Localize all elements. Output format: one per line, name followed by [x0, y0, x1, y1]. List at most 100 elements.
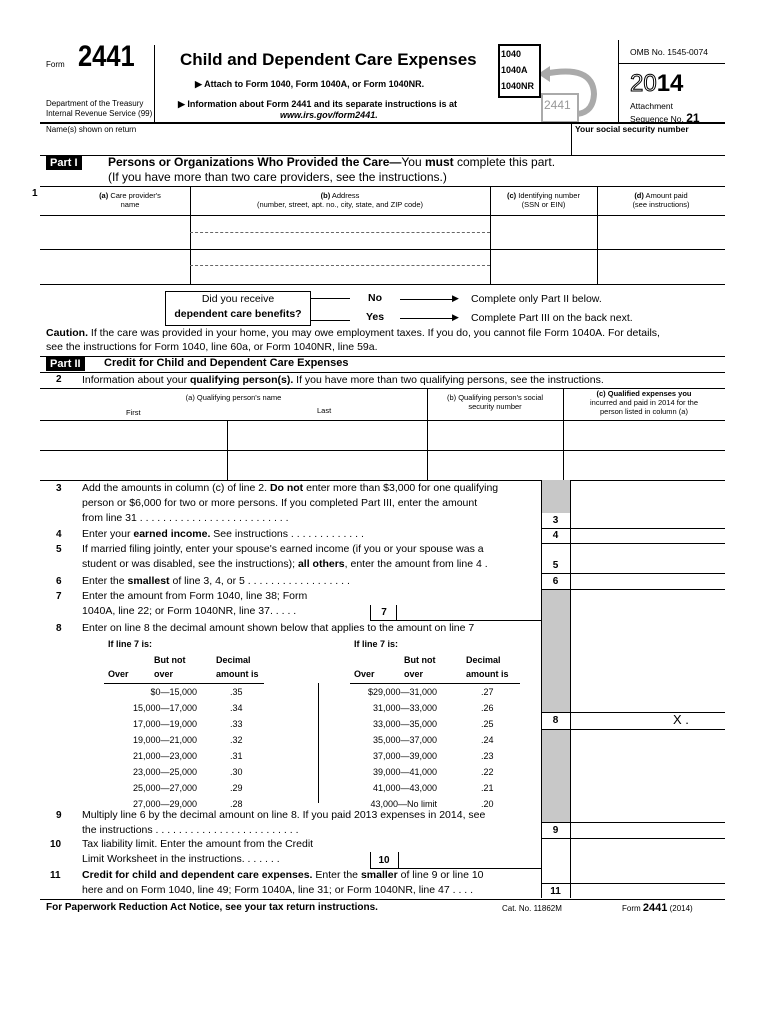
line-3-input[interactable]	[571, 514, 724, 527]
dept-label: Department of the Treasury	[46, 99, 144, 108]
col-b-header: (b) Address (number, street, apt. no., ci…	[256, 191, 424, 209]
line-10-number: 10	[50, 839, 62, 850]
line-4-number: 4	[56, 529, 62, 540]
attach-forms-icon: 1040 1040A 1040NR 2441	[498, 44, 606, 122]
box-10-label: 10	[378, 855, 390, 866]
provider-2-name-input[interactable]	[41, 250, 189, 283]
income-range: 15,000—17,000	[132, 703, 197, 713]
line-1-number: 1	[32, 188, 38, 199]
decimal-amount: .24	[481, 735, 494, 745]
decimal-amount: .22	[481, 767, 494, 777]
decimal-amount: .23	[481, 751, 494, 761]
line-6-text: Enter the smallest of line 3, 4, or 5 . …	[82, 575, 350, 587]
col-c-header: (c) Identifying number (SSN or EIN)	[507, 191, 580, 209]
icon-form-1040: 1040	[501, 49, 522, 59]
line-3-number: 3	[56, 483, 62, 494]
attach-note: ▶ Attach to Form 1040, Form 1040A, or Fo…	[195, 79, 425, 89]
person-1-first-input[interactable]	[41, 421, 226, 449]
form-number: 2441	[78, 40, 135, 73]
line-6-input[interactable]	[571, 574, 724, 588]
irs-url[interactable]: www.irs.gov/form2441.	[280, 110, 378, 120]
part1-title: Persons or Organizations Who Provided th…	[108, 155, 556, 169]
icon-form-1040nr: 1040NR	[501, 81, 535, 91]
part2-title: Credit for Child and Dependent Care Expe…	[104, 357, 349, 369]
arrow-icon: ▶	[452, 293, 459, 303]
line-9-text: Multiply line 6 by the decimal amount on…	[82, 809, 486, 836]
income-range: 43,000—No limit	[370, 799, 437, 809]
decimal-amount: .21	[481, 783, 494, 793]
line-5-number: 5	[56, 544, 62, 555]
part1-subtitle: (If you have more than two care provider…	[108, 170, 447, 184]
decimal-amount: .27	[481, 687, 494, 697]
box-3-label: 3	[552, 515, 559, 526]
line-3-text: Add the amounts in column (c) of line 2.…	[82, 482, 499, 524]
omb-number: OMB No. 1545-0074	[630, 47, 708, 57]
box-6-label: 6	[552, 576, 559, 587]
yes-option: Yes	[366, 311, 385, 323]
line-9-number: 9	[56, 810, 62, 821]
last-name-header: Last	[317, 406, 332, 415]
income-range: 35,000—37,000	[372, 735, 437, 745]
line-6-number: 6	[56, 576, 62, 587]
box-5-label: 5	[552, 560, 559, 571]
col-a-header: (a) Qualifying person's name	[185, 393, 282, 402]
income-range: 25,000—27,000	[132, 783, 197, 793]
income-range: 27,000—29,000	[132, 799, 197, 809]
ssn-input[interactable]	[575, 134, 723, 154]
line-7-text: Enter the amount from Form 1040, line 38…	[82, 590, 308, 617]
decimal-amount: .29	[230, 783, 243, 793]
part1-tag: Part I	[46, 156, 82, 170]
decimal-amount: .31	[230, 751, 243, 761]
line-8-input[interactable]: X .	[673, 712, 689, 727]
sequence-label: Sequence No. 21	[630, 111, 700, 125]
income-range: 33,000—35,000	[372, 719, 437, 729]
line-5-input[interactable]	[571, 559, 724, 572]
decimal-amount: .32	[230, 735, 243, 745]
col-a-header: (a) Care provider's name	[99, 191, 161, 209]
tax-year: 2014	[630, 70, 684, 98]
line-10-input[interactable]	[399, 853, 540, 867]
line-2-text: Information about your qualifying person…	[82, 374, 604, 386]
decimal-amount: .35	[230, 687, 243, 697]
line-5-text: If married filing jointly, enter your sp…	[82, 543, 488, 570]
decimal-amount: .20	[481, 799, 494, 809]
name-input[interactable]	[46, 134, 566, 154]
line-7-number: 7	[56, 591, 62, 602]
line-11-number: 11	[50, 870, 61, 881]
line-10-text: Tax liability limit. Enter the amount fr…	[82, 838, 314, 865]
line-4-input[interactable]	[571, 529, 724, 542]
income-range: 21,000—23,000	[132, 751, 197, 761]
decimal-amount: .28	[230, 799, 243, 809]
icon-form-1040a: 1040A	[501, 65, 528, 75]
name-label: Name(s) shown on return	[46, 125, 137, 134]
attachment-label: Attachment	[630, 101, 673, 111]
person-2-first-input[interactable]	[41, 451, 226, 479]
income-range: 17,000—19,000	[132, 719, 197, 729]
box-4-label: 4	[552, 530, 559, 541]
line-9-input[interactable]	[571, 823, 724, 837]
income-range: $29,000—31,000	[367, 687, 437, 697]
income-range: 19,000—21,000	[132, 735, 197, 745]
col-c-header: (c) Qualified expenses you incurred and p…	[590, 389, 698, 416]
line-8-number: 8	[56, 623, 62, 634]
paperwork-notice: For Paperwork Reduction Act Notice, see …	[46, 902, 378, 913]
benefits-question: Did you receive dependent care benefits?	[165, 291, 311, 326]
part2-tag: Part II	[46, 357, 85, 371]
box-9-label: 9	[552, 825, 559, 836]
income-range: 37,000—39,000	[372, 751, 437, 761]
icon-form-2441: 2441	[544, 98, 571, 112]
decimal-amount: .25	[481, 719, 494, 729]
line-4-text: Enter your earned income. See instructio…	[82, 528, 364, 540]
box-7-label: 7	[381, 607, 387, 618]
no-option: No	[368, 292, 382, 304]
line-8-text: Enter on line 8 the decimal amount shown…	[82, 622, 475, 634]
form-label: Form	[46, 60, 65, 69]
ssn-label: Your social security number	[575, 124, 689, 134]
provider-1-name-input[interactable]	[41, 216, 189, 248]
line-11-input[interactable]	[571, 884, 724, 898]
info-note: ▶ Information about Form 2441 and its se…	[178, 99, 457, 109]
decimal-amount: .30	[230, 767, 243, 777]
yes-instruction: Complete Part III on the back next.	[471, 312, 633, 324]
line-7-input[interactable]	[397, 606, 540, 619]
